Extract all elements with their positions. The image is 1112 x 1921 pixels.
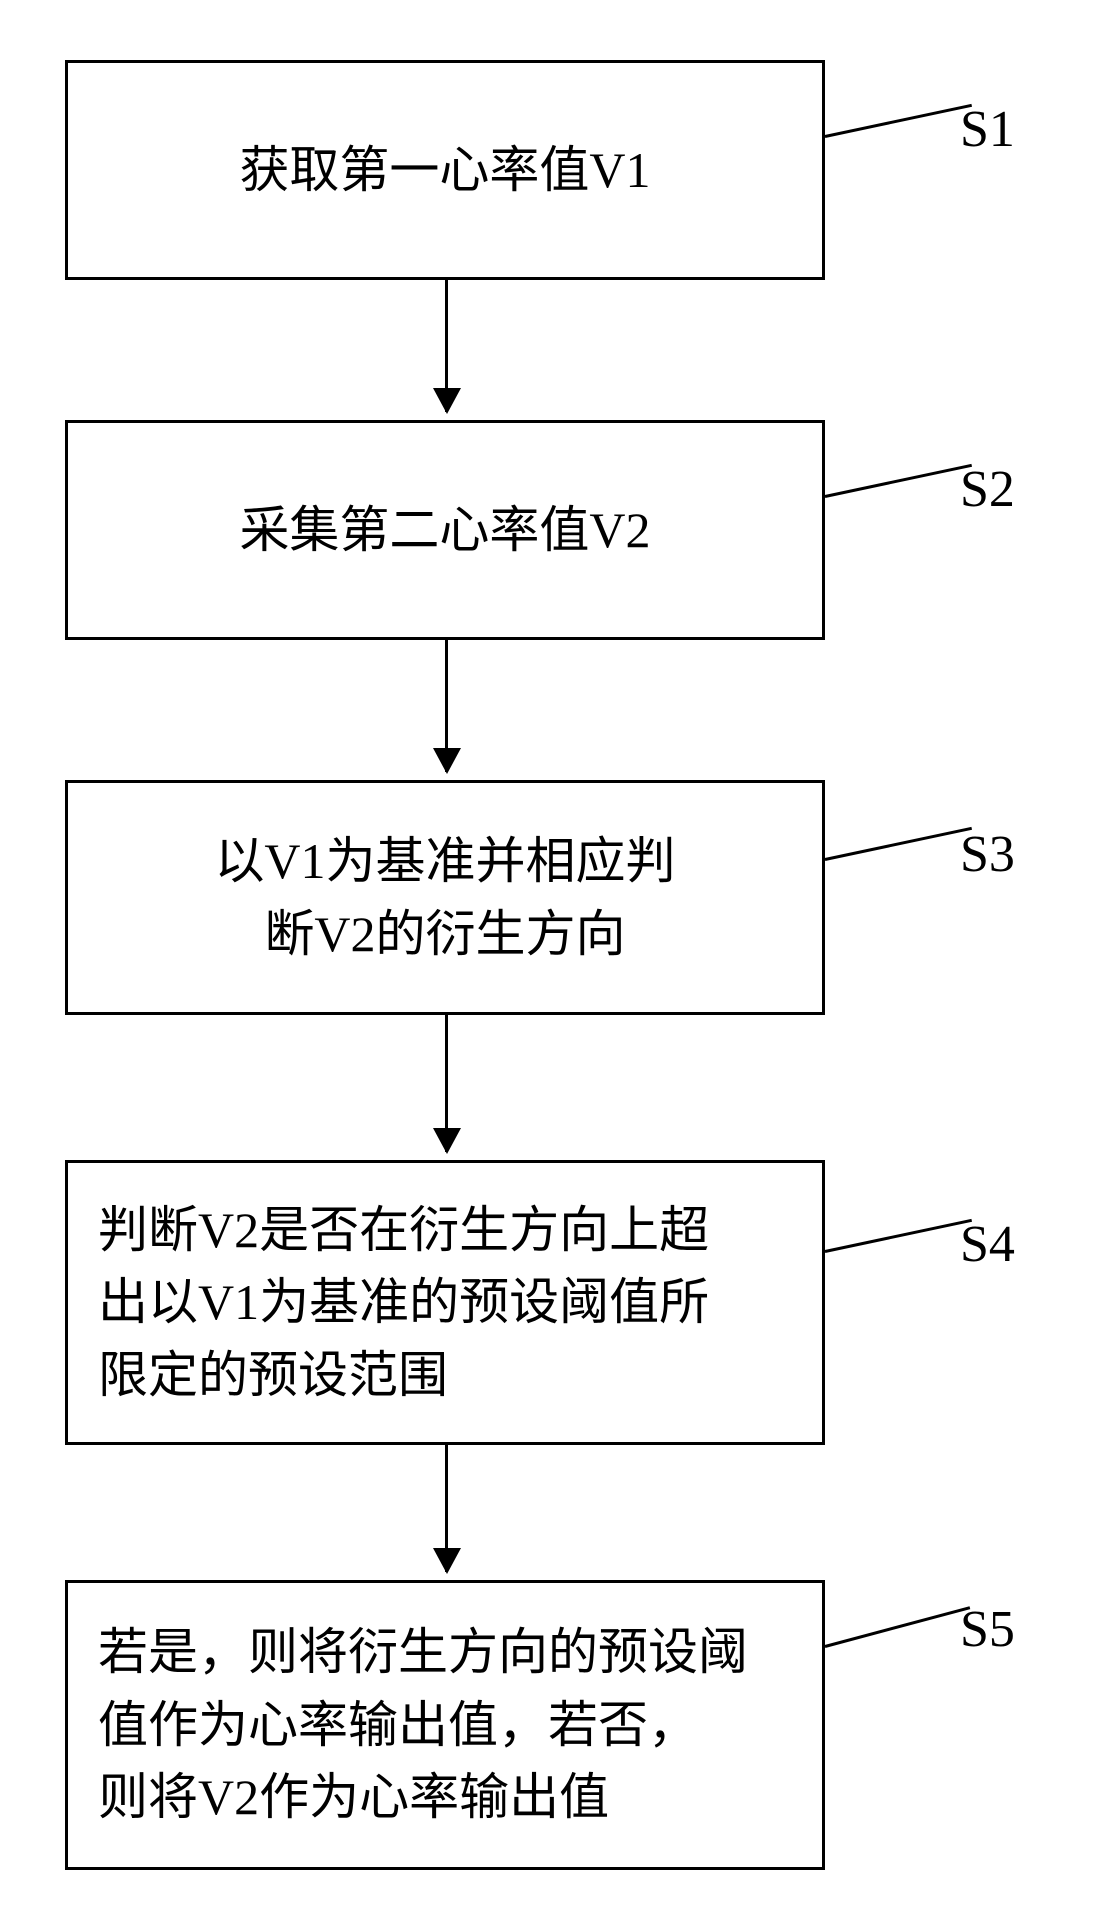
- leader-s3: [825, 827, 972, 861]
- arrow-s3-s4: [445, 1015, 448, 1152]
- label-s4: S4: [960, 1215, 1015, 1274]
- flow-node-s1-text: 获取第一心率值V1: [239, 134, 650, 207]
- label-s5: S5: [960, 1600, 1015, 1659]
- arrow-s1-s2: [445, 280, 448, 412]
- leader-s2: [825, 464, 972, 498]
- flow-node-s2: 采集第二心率值V2: [65, 420, 825, 640]
- leader-s5: [825, 1606, 971, 1648]
- leader-s4: [825, 1219, 972, 1253]
- flow-node-s4-text: 判断V2是否在衍生方向上超 出以V1为基准的预设阈值所 限定的预设范围: [98, 1194, 709, 1412]
- label-s1: S1: [960, 100, 1015, 159]
- arrow-s2-s3: [445, 640, 448, 772]
- flow-node-s5: 若是，则将衍生方向的预设阈 值作为心率输出值，若否， 则将V2作为心率输出值: [65, 1580, 825, 1870]
- label-s2: S2: [960, 460, 1015, 519]
- flow-node-s5-text: 若是，则将衍生方向的预设阈 值作为心率输出值，若否， 则将V2作为心率输出值: [98, 1616, 748, 1834]
- arrow-s4-s5: [445, 1445, 448, 1572]
- flow-node-s3: 以V1为基准并相应判 断V2的衍生方向: [65, 780, 825, 1015]
- leader-s1: [825, 104, 972, 138]
- label-s3: S3: [960, 825, 1015, 884]
- flow-node-s2-text: 采集第二心率值V2: [239, 494, 650, 567]
- flow-node-s3-text: 以V1为基准并相应判 断V2的衍生方向: [214, 825, 675, 970]
- flow-node-s4: 判断V2是否在衍生方向上超 出以V1为基准的预设阈值所 限定的预设范围: [65, 1160, 825, 1445]
- flow-node-s1: 获取第一心率值V1: [65, 60, 825, 280]
- flowchart-canvas: 获取第一心率值V1 S1 采集第二心率值V2 S2 以V1为基准并相应判 断V2…: [0, 0, 1112, 1921]
